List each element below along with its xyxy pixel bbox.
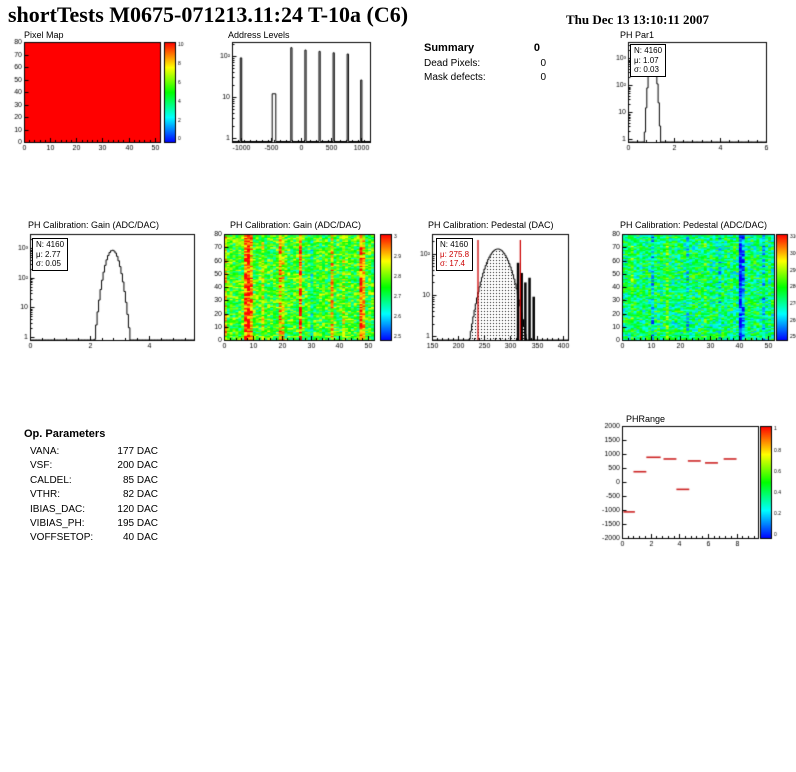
op-param-row-caldel: CALDEL: 85 DAC [30, 475, 158, 486]
op-param-value: 82 DAC [122, 489, 158, 501]
op-param-label: CALDEL: [30, 474, 72, 486]
summary-row-label: Mask defects: [424, 72, 486, 83]
pedestal-map-chart [600, 226, 796, 354]
page-title: shortTests M0675-071213.11:24 T-10a (C6) [8, 2, 409, 27]
stat-line: σ: 17.4 [440, 259, 465, 268]
stat-line: N: 4160 [440, 240, 469, 249]
stat-line: σ: 0.03 [634, 65, 659, 74]
summary-row-value: 0 [540, 72, 546, 83]
summary-row-value: 0 [540, 57, 546, 69]
op-param-row-vana: VANA: 177 DAC [30, 446, 158, 457]
ph-par1-chart [602, 30, 782, 162]
chart-title-gain-hist: PH Calibration: Gain (ADC/DAC) [28, 220, 160, 230]
summary-row-label: Dead Pixels: [424, 57, 481, 69]
op-param-row-vsf: VSF: 200 DAC [30, 460, 158, 471]
stat-line: μ: 275.8 [440, 249, 470, 259]
op-param-label: VOFFSETOP: [30, 532, 94, 544]
stats-box-gain-hist: N: 4160 μ: 2.77 σ: 0.05 [32, 238, 69, 271]
stat-line: μ: 2.77 [36, 249, 61, 259]
stat-line: N: 4160 [36, 240, 65, 249]
summary-header: Summary 0 [424, 42, 540, 54]
op-param-value: 120 DAC [117, 503, 158, 515]
op-param-value: 40 DAC [122, 532, 158, 544]
op-param-label: IBIAS_DAC: [30, 503, 86, 515]
op-param-value: 200 DAC [117, 460, 158, 472]
op-param-row-voffsetop: VOFFSETOP: 40 DAC [30, 532, 158, 543]
summary-title: Summary [424, 42, 475, 54]
timestamp: Thu Dec 13 13:10:11 2007 [566, 12, 709, 27]
op-parameters-title: Op. Parameters [24, 428, 106, 440]
op-param-value: 195 DAC [117, 517, 158, 529]
chart-title-pedestal-hist: PH Calibration: Pedestal (DAC) [428, 220, 554, 230]
op-param-label: VSF: [30, 460, 53, 472]
op-param-label: VTHR: [30, 489, 60, 501]
op-param-value: 85 DAC [122, 474, 158, 486]
pixel-map-chart [4, 30, 194, 162]
summary-row-mask-defects: Mask defects: 0 [424, 72, 546, 83]
pedestal-hist-chart [408, 226, 574, 354]
op-param-label: VIBIAS_PH: [30, 517, 85, 529]
op-param-label: VANA: [30, 446, 60, 457]
gain-map-chart [208, 226, 404, 354]
op-parameters-block: VANA: 177 DAC VSF: 200 DAC CALDEL: 85 DAC V… [30, 446, 158, 547]
op-param-row-ibias-dac: IBIAS_DAC: 120 DAC [30, 504, 158, 515]
summary-row-dead-pixels: Dead Pixels: 0 [424, 58, 546, 69]
address-levels-chart [208, 30, 384, 162]
phrange-chart [584, 418, 794, 550]
op-param-row-vthr: VTHR: 82 DAC [30, 489, 158, 500]
summary-value: 0 [533, 42, 540, 54]
chart-title-gain-map: PH Calibration: Gain (ADC/DAC) [230, 220, 362, 230]
op-param-value: 177 DAC [117, 446, 158, 457]
stat-line: μ: 1.07 [634, 55, 659, 65]
op-param-row-vibias-ph: VIBIAS_PH: 195 DAC [30, 518, 158, 529]
summary-block: Summary 0 Dead Pixels: 0 Mask defects: 0 [424, 42, 548, 83]
stats-box-pedestal-hist: N: 4160 μ: 275.8 σ: 17.4 [436, 238, 474, 271]
stat-line: N: 4160 [634, 46, 663, 55]
chart-title-pedestal-map: PH Calibration: Pedestal (ADC/DAC) [620, 220, 768, 230]
stat-line: σ: 0.05 [36, 259, 61, 268]
stats-box-ph-par1: N: 4160 μ: 1.07 σ: 0.03 [630, 44, 667, 77]
